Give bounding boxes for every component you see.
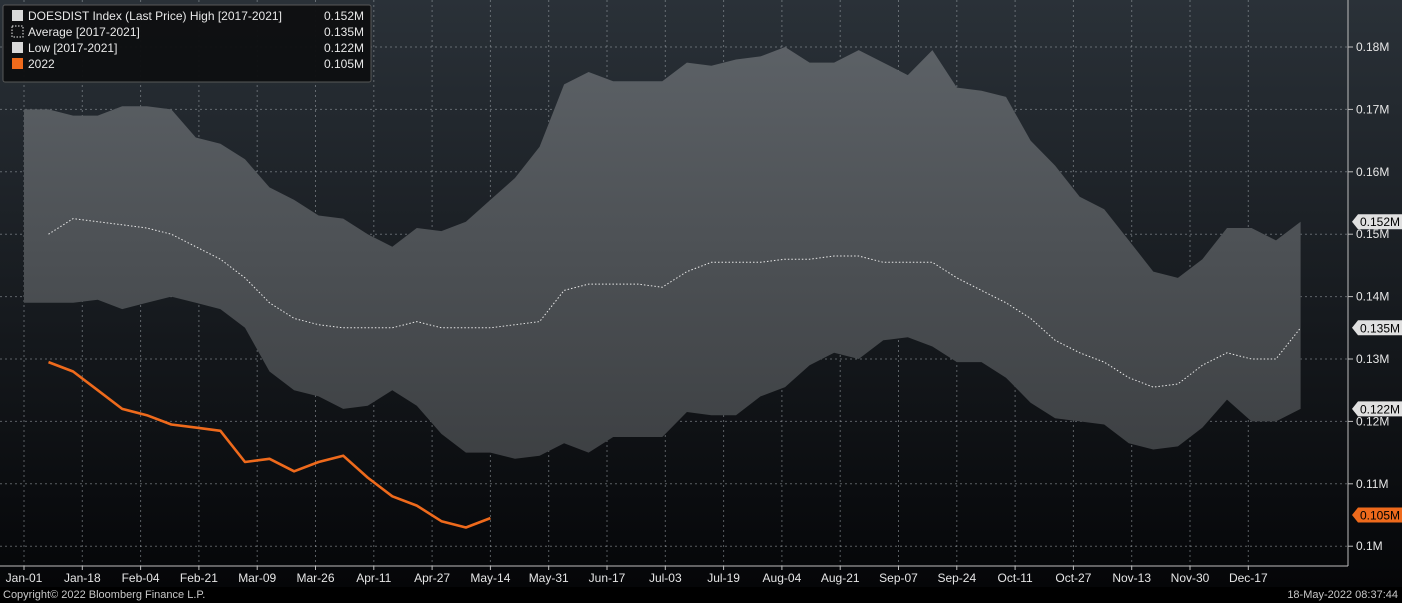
end-label-average: 0.135M [1360, 321, 1400, 335]
legend-swatch-orange [12, 58, 23, 69]
y-tick-label: 0.13M [1356, 352, 1389, 366]
legend-value: 0.135M [324, 25, 364, 39]
end-label-high-tag [1352, 214, 1402, 230]
end-label-2022-tag [1352, 507, 1402, 523]
series-average-line [48, 218, 1301, 388]
x-tick-label: Feb-04 [122, 571, 160, 585]
y-tick-label: 0.17M [1356, 102, 1389, 116]
y-tick-label: 0.11M [1356, 477, 1388, 491]
end-label-high: 0.152M [1360, 215, 1400, 229]
x-tick-label: Jul-19 [707, 571, 740, 585]
y-tick-label: 0.16M [1356, 165, 1389, 179]
x-tick-label: Nov-30 [1171, 571, 1210, 585]
legend-swatch-dotted [11, 25, 24, 38]
legend-label: 2022 [28, 57, 55, 71]
y-tick-label: 0.12M [1356, 414, 1389, 428]
x-tick-label: Jun-17 [589, 571, 626, 585]
legend-value: 0.105M [324, 57, 364, 71]
x-tick-label: Aug-04 [763, 571, 802, 585]
x-tick-label: Mar-26 [296, 571, 334, 585]
x-tick-label: Sep-07 [879, 571, 918, 585]
end-label-low: 0.122M [1360, 402, 1400, 416]
x-tick-label: May-14 [470, 571, 510, 585]
x-tick-label: Nov-13 [1112, 571, 1151, 585]
y-tick-label: 0.15M [1356, 227, 1389, 241]
x-tick-label: Apr-11 [356, 571, 391, 585]
x-tick-label: Mar-09 [238, 571, 276, 585]
legend-label: Average [2017-2021] [28, 25, 140, 39]
x-tick-label: Feb-21 [180, 571, 218, 585]
timestamp-text: 18-May-2022 08:37:44 [1287, 589, 1398, 601]
x-tick-label: Sep-24 [937, 571, 976, 585]
end-label-2022: 0.105M [1360, 509, 1400, 523]
y-tick-label: 0.18M [1356, 40, 1389, 54]
x-tick-label: Jan-18 [64, 571, 101, 585]
copyright-text: Copyright© 2022 Bloomberg Finance L.P. [3, 589, 206, 601]
legend-label: Low [2017-2021] [28, 41, 117, 55]
legend-swatch-light [12, 10, 23, 21]
x-tick-label: Dec-17 [1229, 571, 1268, 585]
series-2022-line [48, 360, 491, 529]
x-tick-label: Oct-27 [1055, 571, 1091, 585]
x-tick-label: Jan-01 [6, 571, 43, 585]
x-tick-label: Jul-03 [649, 571, 682, 585]
end-label-average-tag [1352, 320, 1402, 336]
legend-label: DOESDIST Index (Last Price) High [2017-2… [28, 9, 282, 23]
high-low-range-band [24, 47, 1301, 459]
x-tick-label: Aug-21 [821, 571, 860, 585]
x-tick-label: Oct-11 [998, 571, 1033, 585]
legend-swatch-light [12, 42, 23, 53]
legend-value: 0.122M [324, 41, 364, 55]
legend-value: 0.152M [324, 9, 364, 23]
legend-box [2, 4, 372, 83]
footer: Copyright© 2022 Bloomberg Finance L.P. 1… [0, 587, 1402, 603]
y-tick-label: 0.14M [1356, 290, 1389, 304]
y-tick-label: 0.1M [1356, 539, 1383, 553]
end-label-low-tag [1352, 401, 1402, 417]
x-tick-label: Apr-27 [414, 571, 450, 585]
x-tick-label: May-31 [529, 571, 569, 585]
